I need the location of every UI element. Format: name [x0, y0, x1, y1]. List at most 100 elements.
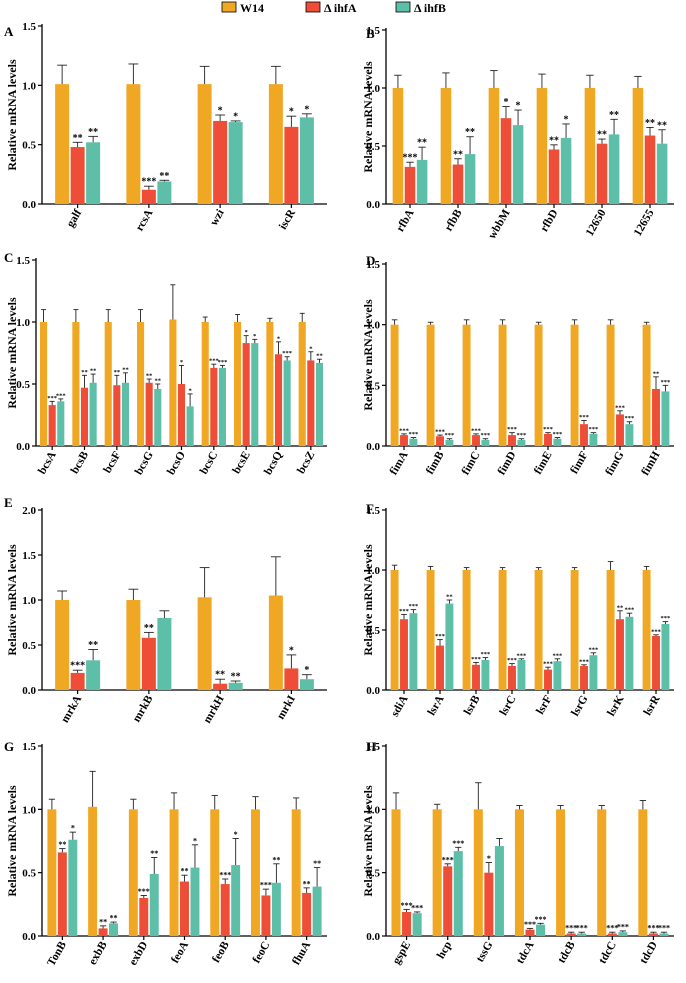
bar-ihfb	[553, 661, 562, 690]
bar-ihfb	[608, 134, 620, 204]
bar-ihfb	[283, 360, 291, 446]
y-tick-label: 0.5	[366, 868, 380, 880]
bar-ihfa	[580, 666, 588, 690]
significance-label: *	[309, 345, 312, 352]
significance-label: **	[88, 640, 98, 651]
bar-w14	[55, 600, 70, 690]
significance-label: **	[446, 594, 453, 601]
significance-label: **	[231, 672, 241, 683]
category-label: tssG	[474, 939, 495, 964]
legend-swatch-0	[221, 1, 237, 13]
bar-ihfb	[312, 886, 322, 936]
category-label: sdiA	[389, 693, 411, 719]
y-tick-label: 1.0	[366, 565, 380, 577]
bar-ihfb	[251, 343, 259, 446]
significance-label: ***	[411, 903, 423, 912]
significance-label: **	[617, 604, 624, 611]
category-label: bcsF	[102, 450, 124, 476]
bar-ihfb	[661, 624, 670, 690]
bar-ihfa	[210, 367, 218, 446]
bar-w14	[606, 324, 615, 446]
significance-label: **	[181, 867, 189, 876]
bar-w14	[298, 322, 306, 446]
bar-ihfa	[141, 189, 156, 204]
bar-ihfb	[271, 882, 281, 936]
bar-ihfb	[299, 117, 314, 204]
bar-ihfa	[616, 619, 624, 690]
significance-label: **	[303, 879, 311, 888]
significance-label: ***	[435, 429, 445, 436]
bar-ihfb	[412, 913, 422, 936]
significance-label: ***	[219, 871, 231, 880]
bar-ihfa	[274, 354, 283, 446]
bar-ihfa	[452, 164, 464, 204]
bar-ihfb	[656, 143, 668, 204]
significance-label: *	[487, 854, 491, 863]
panel-letter: C	[4, 250, 13, 265]
significance-label: ***	[579, 658, 589, 665]
significance-label: ***	[282, 350, 292, 357]
bar-w14	[201, 322, 209, 446]
bar-w14	[534, 324, 543, 446]
bar-ihfb	[464, 154, 476, 204]
bar-ihfb	[618, 932, 628, 936]
significance-label: **	[645, 118, 655, 129]
y-tick-label: 1.0	[366, 804, 380, 816]
bar-ihfb	[57, 401, 65, 446]
significance-label: *	[504, 97, 509, 108]
bar-w14	[104, 322, 112, 446]
category-label: tdcC	[597, 940, 619, 966]
significance-label: ***	[138, 887, 150, 896]
bar-w14	[391, 809, 401, 936]
y-tick-label: 0.5	[16, 379, 30, 391]
significance-label: *	[253, 333, 256, 340]
category-label: fimG	[603, 449, 626, 477]
category-label: lsrG	[569, 693, 590, 718]
significance-label: *	[180, 359, 183, 366]
y-tick-label: 0.0	[366, 931, 380, 943]
bar-ihfb	[86, 660, 101, 690]
bar-ihfb	[553, 438, 562, 446]
y-tick-label: 1.5	[366, 259, 380, 271]
significance-label: ***	[615, 404, 625, 411]
bar-w14	[488, 88, 500, 204]
bar-ihfa	[307, 360, 315, 446]
y-axis-label: Relative mRNA levels	[5, 59, 19, 171]
bar-ihfb	[445, 439, 454, 446]
significance-label: ***	[70, 661, 85, 672]
bar-w14	[169, 319, 177, 446]
bar-ihfa	[484, 872, 494, 936]
significance-label: ***	[507, 657, 517, 664]
significance-label: **	[465, 127, 475, 138]
significance-label: **	[313, 859, 321, 868]
category-label: fimA	[388, 449, 411, 477]
category-label: fimE	[532, 449, 555, 476]
bar-ihfa	[544, 669, 552, 690]
bar-w14	[498, 324, 507, 446]
significance-label: *	[289, 107, 294, 118]
category-label: fimF	[568, 450, 590, 476]
significance-label: *	[516, 101, 521, 112]
bar-ihfb	[560, 137, 572, 204]
legend-label-2: Δ ihfB	[414, 1, 446, 15]
bar-w14	[632, 88, 644, 204]
panel-letter: G	[4, 739, 14, 754]
bar-ihfb	[231, 865, 241, 936]
bar-ihfa	[180, 881, 189, 936]
category-label: gspE	[391, 939, 414, 966]
bar-ihfa	[302, 892, 312, 936]
significance-label: ***	[399, 427, 409, 434]
category-label: hcp	[435, 940, 454, 962]
bar-ihfb	[121, 382, 130, 446]
bar-w14	[462, 324, 471, 446]
bar-w14	[197, 597, 212, 690]
category-label: lsrR	[642, 693, 663, 718]
y-axis-label: Relative mRNA levels	[361, 785, 375, 897]
bar-ihfa	[443, 866, 453, 936]
bar-ihfb	[228, 122, 243, 204]
bar-w14	[233, 322, 242, 446]
y-tick-label: 0.0	[22, 199, 36, 211]
significance-label: **	[215, 670, 225, 681]
